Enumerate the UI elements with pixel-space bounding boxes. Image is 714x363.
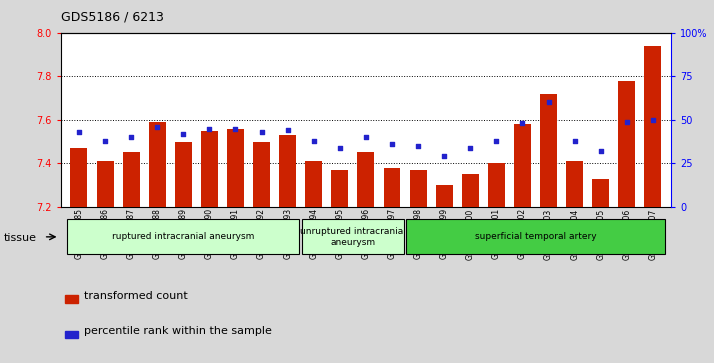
Text: ruptured intracranial aneurysm: ruptured intracranial aneurysm	[112, 232, 254, 241]
Text: GDS5186 / 6213: GDS5186 / 6213	[61, 11, 164, 24]
Bar	[540, 94, 557, 207]
Bar	[96, 161, 114, 207]
Point	[543, 99, 554, 105]
Point	[360, 134, 371, 140]
FancyBboxPatch shape	[67, 219, 299, 254]
Point	[517, 121, 528, 126]
Bar	[618, 81, 635, 207]
Bar	[123, 152, 140, 207]
Bar	[306, 161, 322, 207]
Bar	[488, 163, 505, 207]
Bar	[227, 129, 244, 207]
Bar	[566, 161, 583, 207]
Bar	[410, 170, 426, 207]
Point	[126, 134, 137, 140]
Point	[151, 124, 163, 130]
FancyBboxPatch shape	[302, 219, 403, 254]
Point	[74, 129, 85, 135]
Bar	[462, 174, 479, 207]
Point	[282, 127, 293, 133]
Point	[595, 148, 606, 154]
Point	[621, 119, 633, 125]
Text: unruptured intracranial
aneurysm: unruptured intracranial aneurysm	[300, 227, 406, 246]
Point	[99, 138, 111, 144]
Text: transformed count: transformed count	[84, 291, 188, 301]
Bar	[65, 295, 78, 303]
Point	[569, 138, 580, 144]
Bar	[65, 331, 78, 338]
Point	[308, 138, 319, 144]
Bar	[645, 46, 661, 207]
Point	[413, 143, 424, 149]
Bar	[71, 148, 87, 207]
FancyBboxPatch shape	[406, 219, 665, 254]
Point	[465, 145, 476, 151]
Bar	[279, 135, 296, 207]
Bar	[175, 142, 192, 207]
Text: percentile rank within the sample: percentile rank within the sample	[84, 326, 272, 337]
Bar	[331, 170, 348, 207]
Text: superficial temporal artery: superficial temporal artery	[475, 232, 596, 241]
Bar	[436, 185, 453, 207]
Bar	[201, 131, 218, 207]
Point	[178, 131, 189, 136]
Bar	[253, 142, 270, 207]
Text: tissue: tissue	[4, 233, 36, 243]
Point	[256, 129, 267, 135]
Point	[230, 126, 241, 131]
Bar	[383, 168, 401, 207]
Point	[334, 145, 346, 151]
Bar	[149, 122, 166, 207]
Bar	[592, 179, 609, 207]
Bar	[358, 152, 374, 207]
Point	[203, 126, 215, 131]
Bar	[514, 124, 531, 207]
Point	[386, 141, 398, 147]
Point	[438, 154, 450, 159]
Point	[647, 117, 658, 123]
Point	[491, 138, 502, 144]
